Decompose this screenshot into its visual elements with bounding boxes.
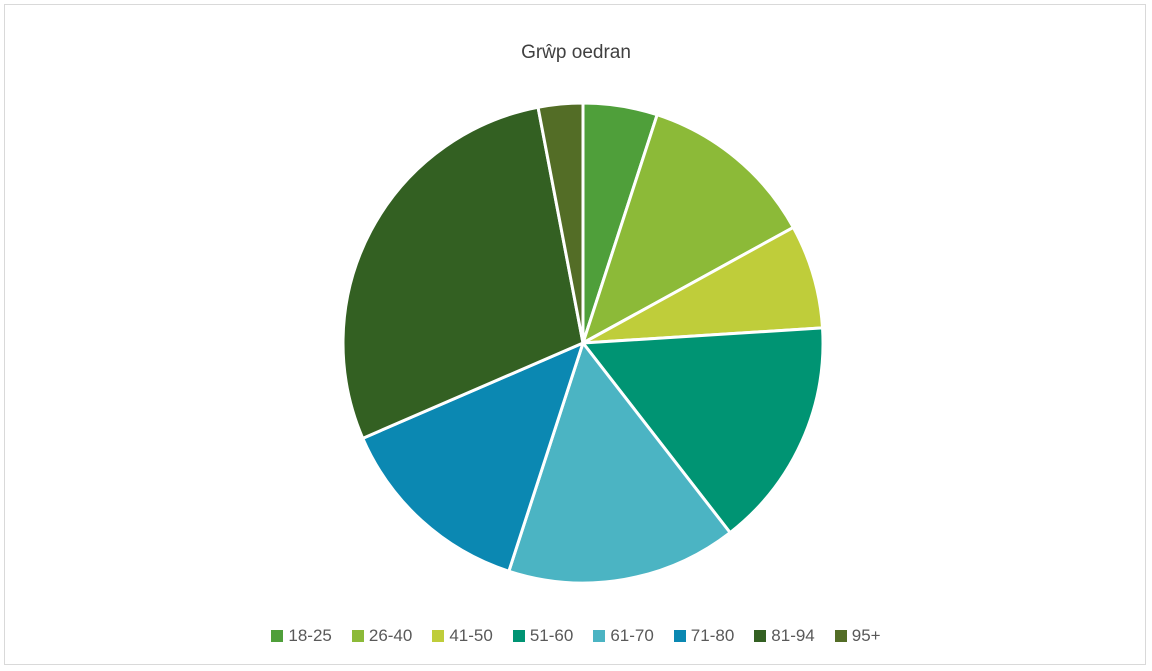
- pie-slice-81-94: [341, 105, 585, 440]
- legend-swatch: [593, 630, 606, 642]
- legend-label: 71-80: [690, 626, 735, 645]
- legend-label: 61-70: [610, 626, 654, 645]
- legend-item: 41-50: [432, 626, 493, 646]
- legend-swatch: [512, 630, 525, 642]
- legend-swatch: [834, 630, 847, 642]
- legend-swatch: [432, 630, 445, 642]
- legend-item: 26-40: [351, 626, 413, 646]
- pie-slice-41-50: [581, 225, 825, 345]
- legend-label: 26-40: [368, 626, 413, 645]
- legend-item: 95+: [834, 626, 881, 646]
- legend: 18-25 26-40 41-50 51-60 61-70 71-80 81-94 95+: [0, 626, 1152, 646]
- legend-item: 61-70: [593, 626, 654, 646]
- legend-label: 18-25: [288, 626, 332, 645]
- legend-swatch: [271, 630, 284, 642]
- legend-swatch: [754, 630, 767, 642]
- legend-swatch: [673, 630, 686, 642]
- legend-item: 71-80: [673, 626, 735, 646]
- legend-item: 81-94: [754, 626, 815, 646]
- chart-title: Grŵp oedran: [521, 42, 631, 63]
- legend-label: 41-50: [449, 626, 493, 645]
- legend-item: 18-25: [271, 626, 332, 646]
- legend-swatch: [351, 630, 364, 642]
- pie-slice-95+: [536, 101, 585, 345]
- pie-slice-26-40: [581, 113, 795, 345]
- legend-item: 51-60: [512, 626, 574, 646]
- pie-slice-71-80: [361, 341, 585, 573]
- pie-slice-51-60: [581, 326, 825, 535]
- legend-label: 51-60: [529, 626, 574, 645]
- legend-label: 81-94: [771, 626, 815, 645]
- legend-label: 95+: [851, 626, 881, 645]
